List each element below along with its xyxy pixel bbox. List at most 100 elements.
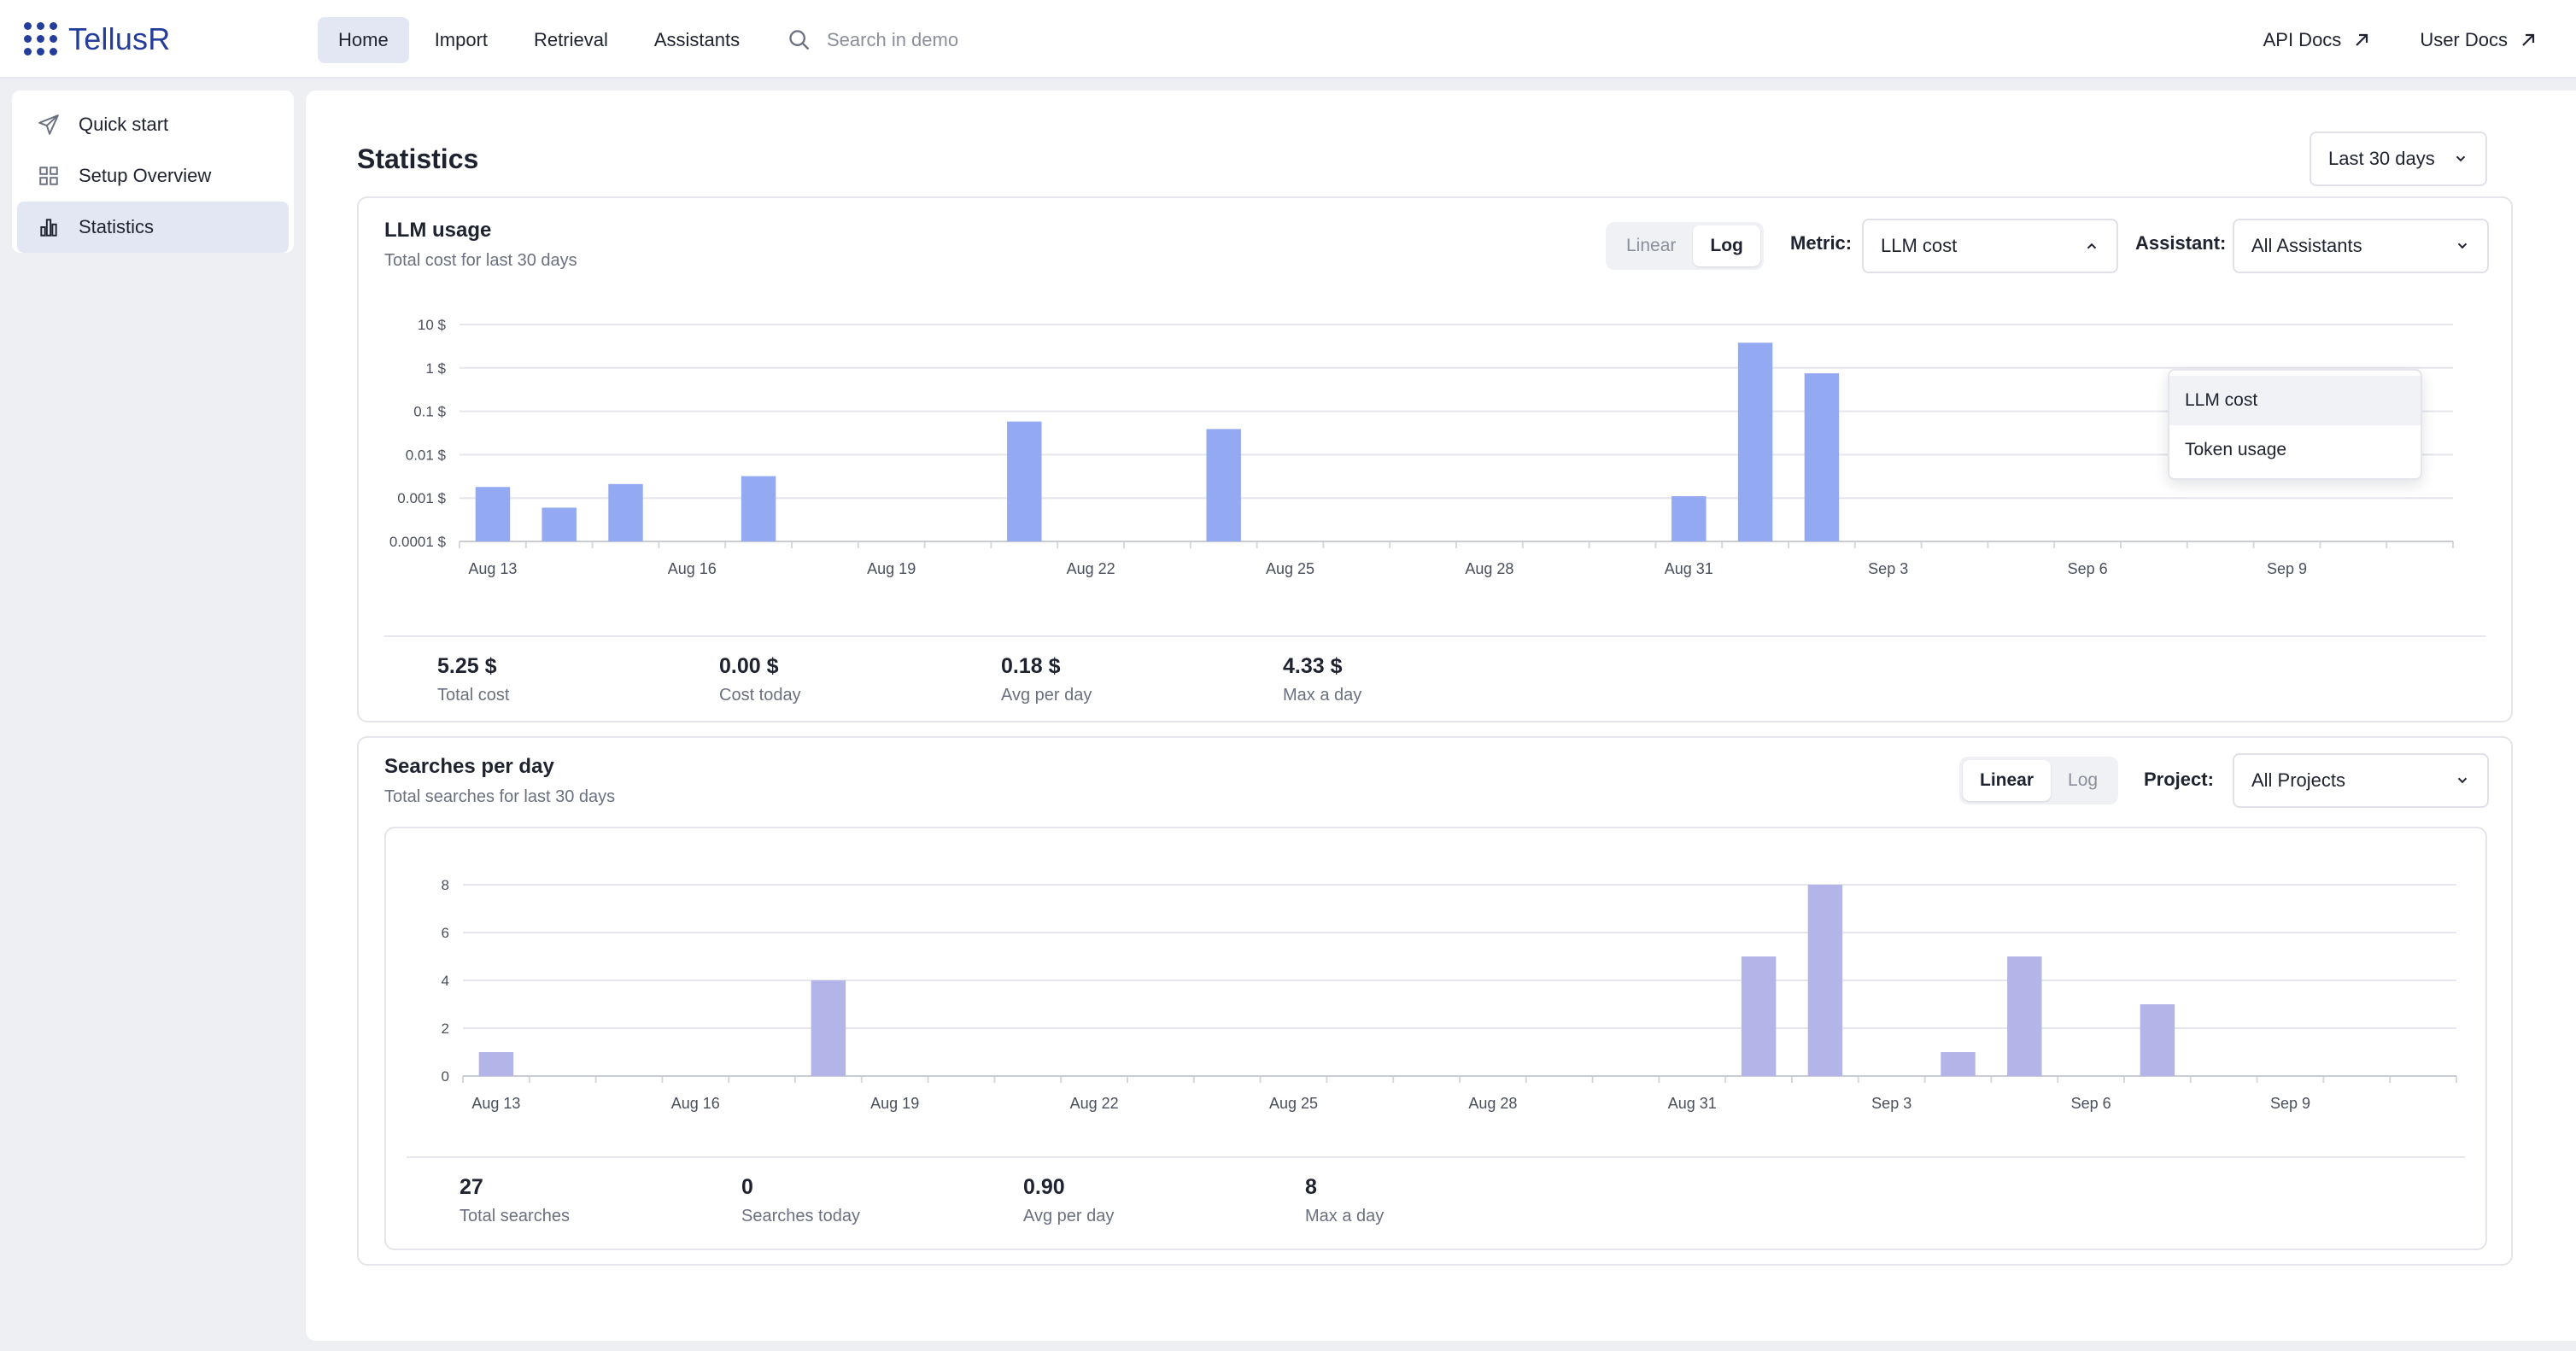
user-docs-link[interactable]: User Docs bbox=[2420, 17, 2537, 63]
chevron-down-icon bbox=[2457, 777, 2468, 784]
sidebar-item-setup-overview[interactable]: Setup Overview bbox=[17, 150, 289, 202]
assistant-select[interactable]: All Assistants bbox=[2233, 219, 2489, 273]
bar bbox=[811, 980, 846, 1076]
project-select[interactable]: All Projects bbox=[2233, 753, 2489, 808]
external-arrow-icon bbox=[2522, 33, 2535, 46]
sidebar-item-label: Setup Overview bbox=[79, 165, 212, 186]
y-tick-label: 4 bbox=[442, 973, 449, 989]
x-tick-label: Aug 25 bbox=[1266, 560, 1314, 577]
x-tick-label: Aug 19 bbox=[870, 1095, 919, 1112]
app-logo[interactable]: TellusR bbox=[24, 20, 170, 58]
stat-label: Avg per day bbox=[1023, 1207, 1115, 1225]
project-label: Project: bbox=[2144, 769, 2214, 790]
x-tick-label: Aug 31 bbox=[1665, 560, 1713, 577]
searches-card: Searches per day Total searches for last… bbox=[357, 736, 2513, 1266]
chevron-up-icon bbox=[2087, 243, 2097, 249]
stat-max-a-day: 4.33 $ Max a day bbox=[1283, 654, 1361, 705]
x-tick-label: Aug 28 bbox=[1468, 1095, 1517, 1112]
bar bbox=[2007, 956, 2042, 1076]
scale-linear-option[interactable]: Linear bbox=[1626, 236, 1677, 255]
stat-label: Cost today bbox=[719, 686, 801, 705]
y-tick-label: 8 bbox=[442, 877, 449, 893]
x-tick-label: Aug 31 bbox=[1668, 1095, 1717, 1112]
user-docs-label: User Docs bbox=[2420, 29, 2508, 50]
scale-linear-option[interactable]: Linear bbox=[1963, 760, 2052, 801]
y-tick-label: 1 $ bbox=[425, 360, 446, 377]
scale-log-option[interactable]: Log bbox=[2068, 770, 2099, 790]
metric-option-llm-cost[interactable]: LLM cost bbox=[2169, 376, 2421, 425]
x-tick-label: Aug 13 bbox=[468, 560, 517, 577]
y-tick-label: 6 bbox=[442, 925, 449, 941]
page-title: Statistics bbox=[357, 143, 479, 174]
y-tick-label: 10 $ bbox=[418, 317, 447, 333]
metric-dropdown-menu: LLM cost Token usage bbox=[2168, 369, 2422, 480]
stat-label: Total searches bbox=[460, 1207, 570, 1225]
llm-usage-title: LLM usage bbox=[384, 219, 492, 242]
bar bbox=[475, 487, 511, 541]
x-tick-label: Aug 22 bbox=[1067, 560, 1115, 577]
bar bbox=[1941, 1052, 1976, 1076]
nav-home[interactable]: Home bbox=[318, 17, 409, 63]
assistant-label: Assistant: bbox=[2135, 232, 2227, 254]
stat-label: Total cost bbox=[437, 686, 510, 705]
bar bbox=[1807, 885, 1843, 1076]
nav-import[interactable]: Import bbox=[434, 29, 489, 50]
stat-avg-per-day: 0.18 $ Avg per day bbox=[1001, 654, 1092, 705]
bar bbox=[1741, 956, 1777, 1076]
y-tick-label: 0.1 $ bbox=[413, 404, 446, 420]
nav-retrieval[interactable]: Retrieval bbox=[534, 29, 608, 50]
date-range-select[interactable]: Last 30 days bbox=[2310, 132, 2487, 186]
llm-stats-row: 5.25 $ Total cost 0.00 $ Cost today 0.18… bbox=[384, 635, 2485, 721]
api-docs-link[interactable]: API Docs bbox=[2263, 17, 2371, 63]
sidebar: Quick start Setup Overview Statistics bbox=[12, 91, 294, 253]
x-tick-label: Sep 6 bbox=[2068, 560, 2108, 577]
bar bbox=[1007, 421, 1042, 541]
y-tick-label: 0.001 $ bbox=[397, 490, 446, 506]
stat-value: 0 bbox=[741, 1175, 753, 1199]
stat-value: 0.00 $ bbox=[719, 654, 779, 678]
chevron-down-icon bbox=[2456, 155, 2466, 162]
x-tick-label: Sep 9 bbox=[2267, 560, 2307, 577]
metric-option-token-usage[interactable]: Token usage bbox=[2185, 440, 2287, 459]
nav-assistants[interactable]: Assistants bbox=[653, 29, 741, 50]
metric-select[interactable]: LLM cost bbox=[1862, 219, 2118, 273]
chevron-down-icon bbox=[2457, 243, 2468, 249]
x-tick-label: Aug 16 bbox=[668, 560, 717, 577]
searches-chart-panel: 0 2 4 6 8 Aug 13 Aug 16 Aug 19 Aug 22 Aug 25 Aug 2… bbox=[384, 827, 2487, 1250]
sidebar-item-label: Quick start bbox=[79, 114, 169, 135]
x-tick-label: Sep 3 bbox=[1871, 1095, 1912, 1112]
y-tick-label: 2 bbox=[442, 1021, 449, 1037]
bar bbox=[2140, 1004, 2175, 1076]
stat-cost-today: 0.00 $ Cost today bbox=[719, 654, 801, 705]
logo-icon bbox=[24, 22, 58, 56]
stat-label: Searches today bbox=[741, 1207, 860, 1225]
llm-usage-card: LLM usage Total cost for last 30 days Li… bbox=[357, 196, 2513, 722]
bar bbox=[1206, 429, 1241, 541]
stat-value: 27 bbox=[460, 1175, 483, 1199]
search-box[interactable]: Search in demo bbox=[787, 17, 958, 63]
stat-max-a-day: 8 Max a day bbox=[1305, 1175, 1384, 1226]
stat-value: 5.25 $ bbox=[437, 654, 497, 678]
bar bbox=[608, 483, 643, 541]
bar-chart-icon bbox=[40, 219, 57, 237]
stat-label: Avg per day bbox=[1001, 686, 1092, 705]
stat-label: Max a day bbox=[1305, 1207, 1385, 1225]
metric-label: Metric: bbox=[1790, 232, 1853, 254]
searches-scale-toggle: Linear Log bbox=[1959, 757, 2119, 804]
metric-value: LLM cost bbox=[1881, 235, 1958, 256]
sidebar-item-quick-start[interactable]: Quick start bbox=[17, 99, 289, 150]
x-tick-label: Sep 3 bbox=[1868, 560, 1908, 577]
sidebar-item-statistics[interactable]: Statistics bbox=[17, 202, 289, 253]
scale-log-option[interactable]: Log bbox=[1693, 225, 1760, 266]
bar bbox=[1671, 496, 1707, 541]
searches-title: Searches per day bbox=[384, 755, 554, 778]
x-tick-label: Aug 25 bbox=[1269, 1095, 1318, 1112]
stat-total-cost: 5.25 $ Total cost bbox=[437, 654, 509, 705]
doc-links: API Docs User Docs bbox=[2263, 17, 2537, 63]
bar bbox=[542, 507, 577, 541]
stat-avg-per-day: 0.90 Avg per day bbox=[1023, 1175, 1114, 1226]
llm-usage-chart: 0.0001 $ 0.001 $ 0.01 $ 0.1 $ 1 $ 10 $ Aug 13 A… bbox=[389, 317, 2454, 577]
bar bbox=[1737, 342, 1773, 541]
stat-value: 4.33 $ bbox=[1283, 654, 1343, 678]
stat-value: 8 bbox=[1305, 1175, 1317, 1199]
